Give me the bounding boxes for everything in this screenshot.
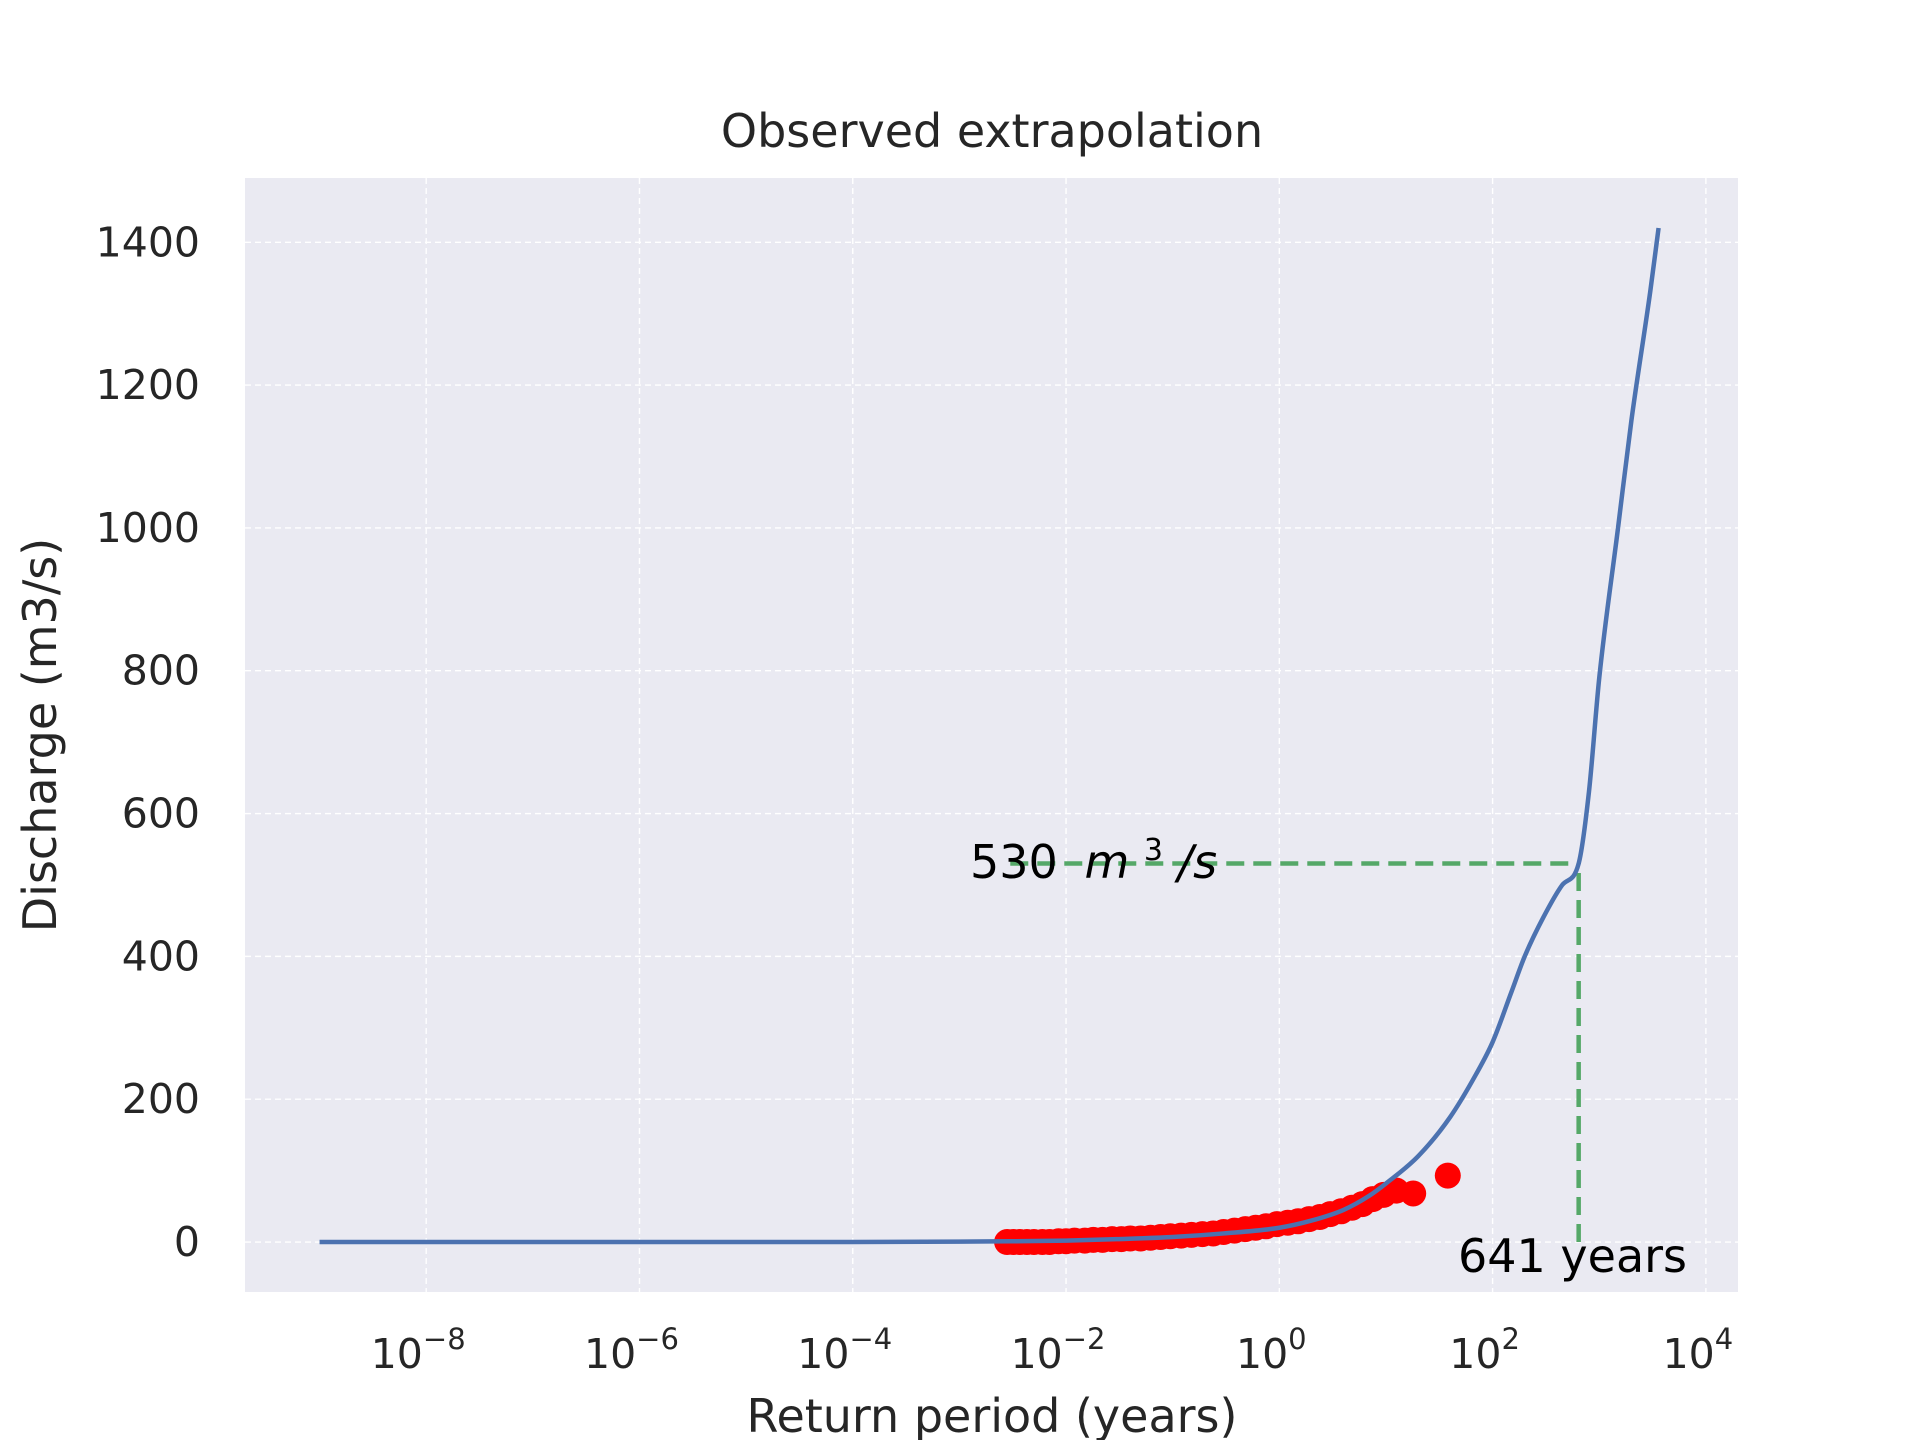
discharge-annotation-unit-exp: 3 (1144, 833, 1163, 868)
return-period-annotation: 641 years (1458, 1229, 1687, 1283)
y-tick-labels: 0 200 400 600 800 1000 1200 1400 (96, 218, 200, 1266)
plot-background (245, 178, 1738, 1292)
discharge-annotation-unit-tail: /s (1174, 835, 1217, 889)
y-tick-label: 800 (122, 647, 200, 695)
x-tick-exponent: −2 (1063, 1322, 1106, 1356)
observed-point (1400, 1180, 1427, 1207)
discharge-annotation-value: 530 (970, 835, 1058, 889)
x-tick-exponent: 0 (1288, 1322, 1306, 1356)
x-tick-base: 10 (1011, 1330, 1063, 1378)
y-tick-label: 600 (122, 790, 200, 838)
annotation-lines (1010, 861, 1581, 1243)
extrapolation-curve (319, 227, 1661, 1245)
y-axis-label: Discharge (m3/s) (13, 538, 67, 932)
x-axis-label: Return period (years) (747, 1389, 1238, 1440)
x-tick-exponent: 4 (1715, 1322, 1733, 1356)
x-tick-label: 10−2 (1011, 1322, 1106, 1378)
x-tick-base: 10 (1236, 1330, 1288, 1378)
x-tick-base: 10 (371, 1330, 423, 1378)
x-tick-label: 102 (1449, 1322, 1520, 1378)
x-gridlines (425, 178, 1707, 1292)
x-tick-label: 10−8 (371, 1322, 466, 1378)
x-tick-label: 100 (1236, 1322, 1307, 1378)
y-tick-label: 400 (122, 932, 200, 980)
x-tick-exponent: −4 (849, 1322, 892, 1356)
x-tick-label: 10−6 (584, 1322, 679, 1378)
discharge-annotation: 530 m 3 /s (970, 817, 1217, 889)
y-tick-label: 0 (174, 1218, 200, 1266)
x-tick-base: 10 (1449, 1330, 1501, 1378)
chart-title: Observed extrapolation (721, 104, 1263, 158)
discharge-annotation-unit: m (1084, 835, 1129, 889)
x-tick-exponent: −8 (423, 1322, 466, 1356)
y-tick-label: 1000 (96, 504, 200, 552)
x-tick-label: 104 (1663, 1322, 1734, 1378)
x-tick-exponent: −6 (636, 1322, 679, 1356)
x-tick-labels: 10−8 10−6 10−4 10−2 100 102 104 (371, 1322, 1733, 1378)
observed-point (1434, 1162, 1461, 1189)
x-tick-base: 10 (584, 1330, 636, 1378)
y-tick-label: 200 (122, 1075, 200, 1123)
y-gridlines (245, 241, 1738, 1243)
x-tick-exponent: 2 (1501, 1322, 1519, 1356)
x-tick-label: 10−4 (797, 1322, 892, 1378)
y-tick-label: 1200 (96, 361, 200, 409)
x-tick-base: 10 (1663, 1330, 1715, 1378)
y-tick-label: 1400 (96, 218, 200, 266)
x-tick-base: 10 (797, 1330, 849, 1378)
